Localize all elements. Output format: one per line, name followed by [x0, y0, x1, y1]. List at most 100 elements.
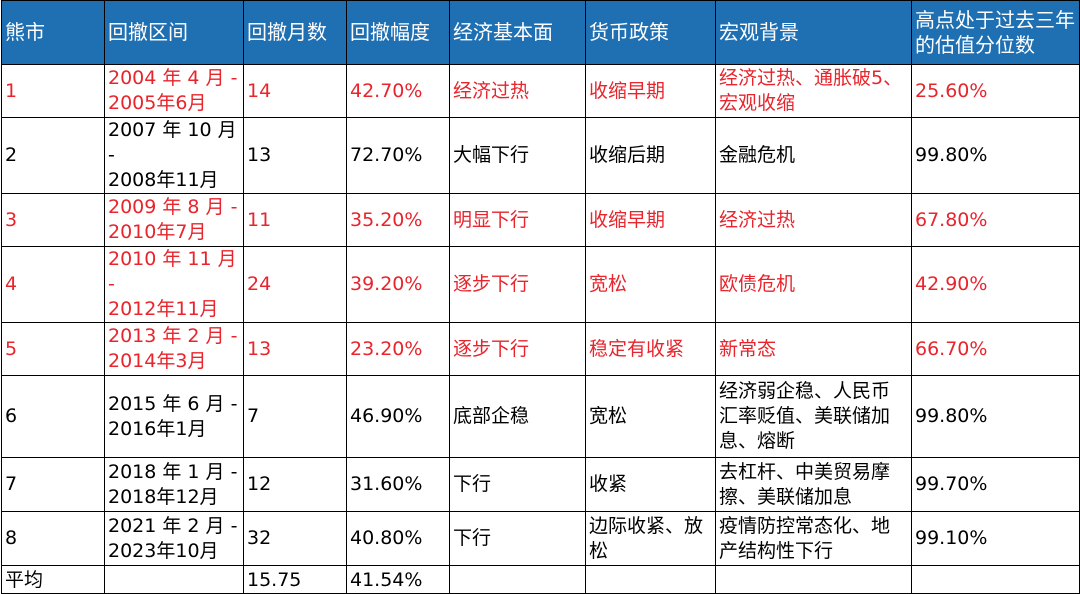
- cell-percentile: 67.80%: [911, 193, 1080, 247]
- cell-empty: [911, 565, 1080, 594]
- period-end: 2005年6月: [108, 92, 207, 114]
- cell-drawdown: 40.80%: [346, 511, 450, 566]
- header-valuation-percentile: 高点处于过去三年的估值分位数: [911, 0, 1080, 65]
- cell-drawdown: 31.60%: [346, 457, 450, 512]
- period-start: 2013 年 2 月 -: [108, 325, 238, 347]
- cell-macro: 经济弱企稳、人民币汇率贬值、美联储加息、熔断: [715, 375, 912, 458]
- period-end: 2014年3月: [108, 350, 207, 372]
- cell-macro: 经济过热: [715, 193, 912, 247]
- period-start: 2018 年 1 月 -: [108, 460, 238, 483]
- cell-percentile: 66.70%: [911, 322, 1080, 376]
- cell-id: 1: [1, 64, 105, 118]
- average-months: 15.75: [243, 565, 347, 594]
- average-drawdown: 41.54%: [346, 565, 450, 594]
- cell-macro: 去杠杆、中美贸易摩擦、美联储加息: [715, 457, 912, 512]
- cell-monetary: 边际收紧、放松: [585, 511, 716, 566]
- cell-period: 2015 年 6 月 -2016年1月: [104, 375, 244, 458]
- cell-macro: 疫情防控常态化、地产结构性下行: [715, 511, 912, 566]
- cell-monetary: 收紧: [585, 457, 716, 512]
- header-macro-background: 宏观背景: [715, 0, 912, 65]
- cell-macro: 欧债危机: [715, 246, 912, 323]
- cell-drawdown: 39.20%: [346, 246, 450, 323]
- cell-months: 24: [243, 246, 347, 323]
- cell-monetary: 收缩后期: [585, 117, 716, 194]
- cell-empty: [449, 565, 586, 594]
- cell-macro: 经济过热、通胀破5、宏观收缩: [715, 64, 912, 118]
- cell-economy: 底部企稳: [449, 375, 586, 458]
- average-row: 平均 15.75 41.54%: [1, 565, 1080, 594]
- period-end: 2018年12月: [108, 485, 219, 508]
- cell-id: 7: [1, 457, 105, 512]
- period-end: 2008年11月: [108, 169, 219, 191]
- cell-macro: 金融危机: [715, 117, 912, 194]
- cell-economy: 下行: [449, 511, 586, 566]
- cell-percentile: 25.60%: [911, 64, 1080, 118]
- cell-monetary: 收缩早期: [585, 193, 716, 247]
- cell-economy: 经济过热: [449, 64, 586, 118]
- table-row: 7 2018 年 1 月 -2018年12月 12 31.60% 下行 收紧 去…: [1, 457, 1080, 512]
- cell-drawdown: 42.70%: [346, 64, 450, 118]
- cell-monetary: 收缩早期: [585, 64, 716, 118]
- cell-drawdown: 35.20%: [346, 193, 450, 247]
- cell-months: 14: [243, 64, 347, 118]
- cell-economy: 大幅下行: [449, 117, 586, 194]
- cell-months: 12: [243, 457, 347, 512]
- cell-economy: 逐步下行: [449, 322, 586, 376]
- cell-months: 13: [243, 322, 347, 376]
- average-label: 平均: [1, 565, 105, 594]
- table-row: 1 2004 年 4 月 - 2005年6月 14 42.70% 经济过热 收缩早…: [1, 64, 1080, 118]
- cell-percentile: 99.80%: [911, 117, 1080, 194]
- cell-empty: [104, 565, 244, 594]
- cell-monetary: 宽松: [585, 246, 716, 323]
- cell-empty: [715, 565, 912, 594]
- cell-drawdown: 72.70%: [346, 117, 450, 194]
- cell-monetary: 宽松: [585, 375, 716, 458]
- cell-id: 2: [1, 117, 105, 194]
- cell-drawdown: 23.20%: [346, 322, 450, 376]
- table-row: 4 2010 年 11 月 - 2012年11月 24 39.20% 逐步下行 宽…: [1, 246, 1080, 323]
- table-row: 6 2015 年 6 月 -2016年1月 7 46.90% 底部企稳 宽松 经…: [1, 375, 1080, 458]
- cell-percentile: 99.10%: [911, 511, 1080, 566]
- header-row: 熊市 回撤区间 回撤月数 回撤幅度 经济基本面 货币政策 宏观背景 高点处于过去…: [1, 0, 1080, 65]
- period-start: 2010 年 11 月 -: [108, 248, 237, 295]
- header-drawdown-months: 回撤月数: [243, 0, 347, 65]
- cell-macro: 新常态: [715, 322, 912, 376]
- header-drawdown-period: 回撤区间: [104, 0, 244, 65]
- table-row: 3 2009 年 8 月 - 2010年7月 11 35.20% 明显下行 收缩早…: [1, 193, 1080, 247]
- cell-economy: 下行: [449, 457, 586, 512]
- period-start: 2015 年 6 月 -: [108, 392, 238, 415]
- cell-months: 32: [243, 511, 347, 566]
- header-monetary-policy: 货币政策: [585, 0, 716, 65]
- cell-id: 5: [1, 322, 105, 376]
- period-end: 2016年1月: [108, 417, 207, 440]
- period-end: 2023年10月: [108, 539, 219, 562]
- cell-economy: 明显下行: [449, 193, 586, 247]
- cell-months: 7: [243, 375, 347, 458]
- cell-monetary: 稳定有收紧: [585, 322, 716, 376]
- cell-id: 3: [1, 193, 105, 247]
- table-row: 5 2013 年 2 月 - 2014年3月 13 23.20% 逐步下行 稳定有…: [1, 322, 1080, 376]
- cell-id: 6: [1, 375, 105, 458]
- period-end: 2012年11月: [108, 298, 219, 320]
- cell-percentile: 99.70%: [911, 457, 1080, 512]
- period-start: 2009 年 8 月 -: [108, 196, 238, 218]
- header-bear-market: 熊市: [1, 0, 105, 65]
- table-row: 8 2021 年 2 月 -2023年10月 32 40.80% 下行 边际收紧…: [1, 511, 1080, 566]
- table-row: 2 2007 年 10 月 - 2008年11月 13 72.70% 大幅下行 收…: [1, 117, 1080, 194]
- cell-period: 2010 年 11 月 - 2012年11月: [104, 246, 244, 323]
- cell-empty: [585, 565, 716, 594]
- cell-economy: 逐步下行: [449, 246, 586, 323]
- cell-period: 2004 年 4 月 - 2005年6月: [104, 64, 244, 118]
- period-start: 2007 年 10 月 -: [108, 119, 237, 166]
- cell-percentile: 42.90%: [911, 246, 1080, 323]
- cell-months: 11: [243, 193, 347, 247]
- cell-period: 2009 年 8 月 - 2010年7月: [104, 193, 244, 247]
- header-drawdown-magnitude: 回撤幅度: [346, 0, 450, 65]
- period-end: 2010年7月: [108, 221, 207, 243]
- cell-drawdown: 46.90%: [346, 375, 450, 458]
- period-start: 2004 年 4 月 -: [108, 67, 238, 89]
- cell-percentile: 99.80%: [911, 375, 1080, 458]
- cell-period: 2018 年 1 月 -2018年12月: [104, 457, 244, 512]
- cell-months: 13: [243, 117, 347, 194]
